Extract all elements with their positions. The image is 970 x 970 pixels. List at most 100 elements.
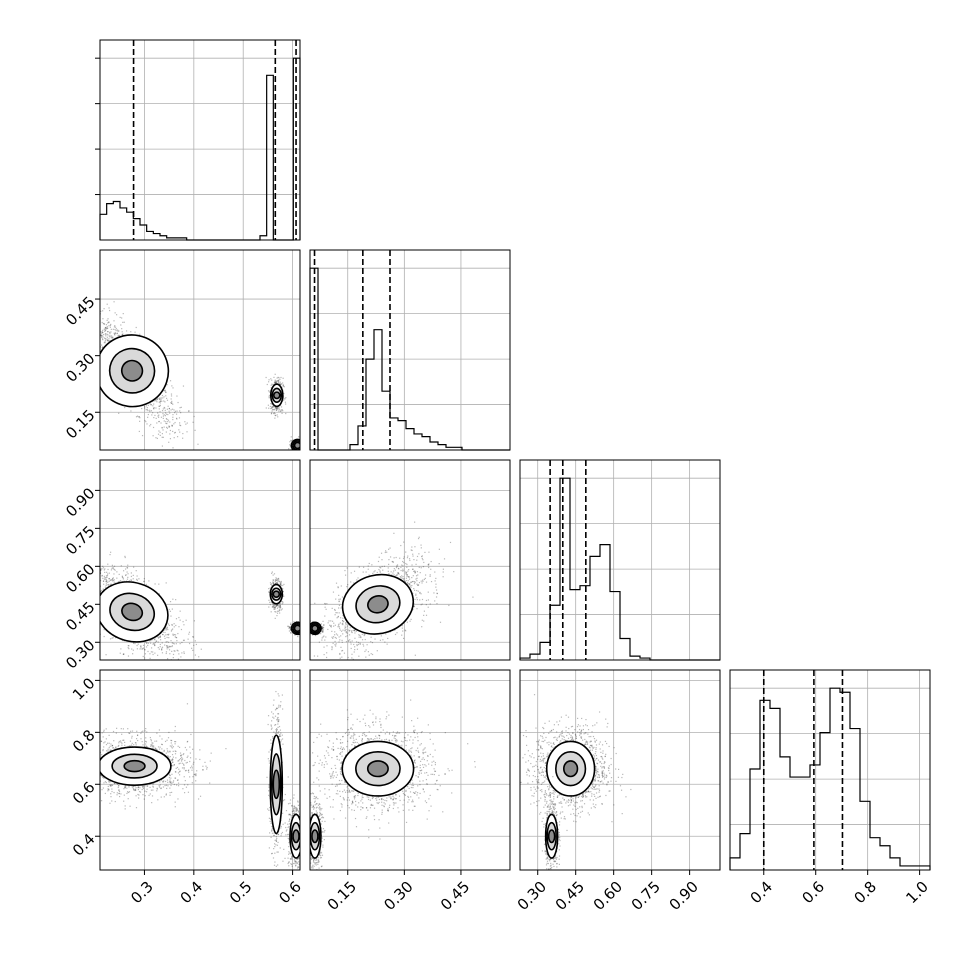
sample-point	[301, 447, 302, 448]
sample-point	[90, 315, 91, 316]
sample-point	[150, 404, 152, 406]
sample-point	[101, 334, 103, 336]
sample-point	[268, 379, 270, 381]
sample-point	[277, 379, 280, 381]
sample-point	[302, 628, 303, 629]
sample-point	[105, 324, 108, 326]
sample-point	[268, 381, 270, 383]
scatter-panel-0-1: 0.150.300.45	[62, 249, 306, 453]
sample-point	[169, 601, 172, 603]
sample-point	[172, 403, 174, 405]
sample-point	[125, 574, 127, 576]
sample-point	[305, 446, 306, 447]
sample-point	[301, 446, 302, 447]
sample-point	[91, 345, 92, 346]
sample-point	[182, 621, 184, 623]
sample-point	[102, 588, 104, 590]
sample-point	[294, 452, 295, 453]
sample-point	[276, 582, 278, 584]
sample-point	[275, 579, 278, 581]
sample-point	[272, 579, 274, 581]
sample-point	[94, 340, 95, 341]
sample-point	[56, 569, 57, 570]
sample-point	[97, 570, 98, 571]
sample-point	[275, 611, 277, 613]
sample-point	[276, 578, 278, 580]
sample-point	[280, 406, 283, 408]
sample-point	[126, 578, 129, 580]
sample-point	[272, 405, 274, 407]
sample-point	[301, 629, 302, 630]
sample-point	[174, 650, 176, 652]
sample-point	[268, 599, 270, 601]
sample-point	[102, 577, 104, 579]
sample-point	[98, 360, 99, 361]
sample-point	[154, 414, 156, 417]
sample-point	[171, 662, 172, 663]
sample-point	[171, 645, 173, 648]
sample-point	[97, 599, 98, 600]
sample-point	[176, 410, 178, 412]
sample-point	[162, 413, 164, 415]
sample-point	[171, 642, 173, 644]
sample-point	[108, 572, 110, 574]
sample-point	[302, 625, 303, 626]
sample-point	[301, 627, 302, 628]
sample-point	[272, 606, 274, 608]
sample-point	[168, 407, 171, 410]
sample-point	[135, 326, 137, 329]
sample-point	[102, 565, 104, 567]
sample-point	[140, 645, 142, 647]
sample-point	[132, 578, 134, 580]
sample-point	[271, 601, 273, 604]
sample-point	[150, 651, 152, 653]
sample-point	[130, 579, 132, 581]
sample-point	[134, 331, 136, 333]
sample-point	[65, 559, 66, 560]
sample-point	[104, 571, 106, 574]
sample-point	[179, 424, 181, 426]
sample-point	[300, 631, 301, 632]
sample-point	[135, 570, 137, 572]
sample-point	[164, 637, 166, 640]
sample-point	[158, 408, 160, 410]
sample-point	[273, 412, 275, 415]
sample-point	[106, 571, 108, 573]
sample-point	[280, 584, 282, 586]
sample-point	[276, 604, 278, 606]
sample-point	[148, 663, 149, 664]
sample-point	[172, 634, 174, 636]
sample-point	[151, 639, 153, 641]
sample-point	[92, 326, 93, 327]
sample-point	[107, 334, 109, 336]
sample-point	[113, 581, 115, 583]
sample-point	[278, 580, 281, 583]
sample-point	[91, 350, 92, 351]
sample-point	[101, 346, 103, 349]
sample-point	[167, 419, 170, 421]
sample-point	[90, 295, 91, 296]
sample-point	[301, 445, 302, 446]
sample-point	[279, 612, 281, 614]
sample-point	[276, 580, 278, 582]
sample-point	[163, 635, 166, 637]
corner-panels: 0.4 0.6 0.8 1.00.150.300.450.300.450.600.75…	[56, 39, 932, 914]
sample-point	[164, 631, 166, 634]
sample-point	[268, 394, 270, 397]
sample-point	[96, 579, 97, 580]
sample-point	[123, 321, 125, 323]
sample-point	[175, 637, 178, 639]
sample-point	[98, 307, 99, 308]
sample-point	[102, 310, 104, 312]
sample-point	[166, 422, 168, 425]
sample-point	[89, 322, 90, 323]
sample-point	[302, 446, 303, 447]
sample-point	[124, 568, 127, 570]
sample-point	[281, 412, 283, 414]
sample-point	[302, 631, 303, 632]
sample-point	[179, 643, 181, 645]
sample-point	[273, 382, 276, 384]
sample-point	[96, 588, 97, 589]
sample-point	[161, 445, 164, 447]
sample-point	[164, 389, 166, 391]
